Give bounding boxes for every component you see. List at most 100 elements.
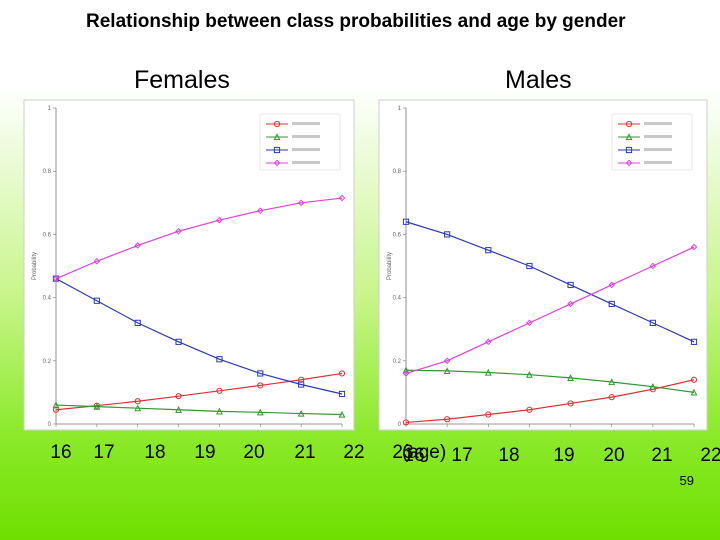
males-y-axis-title: Probability <box>387 252 393 280</box>
females-series-2-point <box>297 409 305 417</box>
males-legend-entry-1 <box>644 122 672 125</box>
males-x-tick-label: 18 <box>498 445 519 466</box>
females-series-3-point <box>175 338 182 345</box>
females-x-tick-label: 22 <box>343 442 364 463</box>
males-series-4-point <box>608 281 616 289</box>
females-series-2-point <box>134 404 142 412</box>
males-series-2-point <box>484 368 492 376</box>
females-series-2-point <box>52 401 60 409</box>
males-x-tick-label: 21 <box>651 445 672 466</box>
males-y-tick-label: 0.6 <box>393 232 402 238</box>
females-y-tick-label: 0 <box>48 422 52 428</box>
males-series-2-point <box>690 388 698 396</box>
males-series-1-point <box>402 419 410 426</box>
males-x-tick-label: 19 <box>553 445 574 466</box>
females-y-axis-title: Probability <box>32 252 38 280</box>
males-series-2-point <box>443 367 451 375</box>
females-series-2-point <box>256 408 264 416</box>
males-series-4-point <box>443 357 451 365</box>
females-legend-entry-4 <box>292 161 320 164</box>
males-y-tick-label: 0.2 <box>393 359 402 365</box>
females-series-3-point <box>338 390 346 398</box>
males-x-tick-label: 22 <box>700 445 720 466</box>
females-series-2-point <box>93 402 101 410</box>
males-legend-entry-2 <box>644 135 672 138</box>
males-chart: 0 0.2 0.4 0.6 0.8 1 Probability <box>378 99 708 431</box>
females-y-tick-label: 0.2 <box>43 359 52 365</box>
females-series-1-point <box>134 398 141 405</box>
females-series-line-2 <box>55 404 343 416</box>
females-y-tick-label: 0.4 <box>43 296 52 302</box>
females-legend-marker-4 <box>273 159 281 167</box>
males-legend-marker-4 <box>625 159 633 167</box>
females-x-tick-label: 20 <box>243 442 264 463</box>
males-series-2-point <box>526 370 533 378</box>
females-series-4-point <box>93 257 101 265</box>
females-series-1-point <box>338 370 346 377</box>
females-series-3-point <box>134 319 141 326</box>
males-y-tick-label: 0 <box>398 422 402 428</box>
females-series-3-point <box>93 297 100 304</box>
males-legend-marker-3 <box>625 146 633 154</box>
males-legend-marker-2 <box>625 133 633 141</box>
females-legend-entry-1 <box>292 122 320 125</box>
females-x-tick-label: 16 <box>50 442 71 463</box>
females-series-2-point <box>216 407 223 415</box>
males-legend-entry-3 <box>644 148 672 151</box>
males-x-tick-label: 17 <box>451 445 472 466</box>
males-y-tick-label: 0.4 <box>393 296 402 302</box>
females-chart: 0 0.2 0.4 0.6 0.8 1 Probability <box>23 99 355 431</box>
females-y-tick-label: 0.8 <box>43 169 52 175</box>
females-y-tick-label: 1 <box>48 106 52 112</box>
females-series-3-point <box>257 370 264 377</box>
males-series-3-point <box>608 300 615 308</box>
males-legend-marker-1 <box>625 120 633 128</box>
females-series-1-point <box>216 387 223 394</box>
females-legend-marker-2 <box>273 133 281 141</box>
females-x-tick-label: 18 <box>144 442 165 463</box>
females-series-4-point <box>216 216 223 224</box>
females-series-2-point <box>175 406 182 413</box>
males-series-4-point <box>402 370 410 377</box>
females-legend-marker-1 <box>273 120 281 128</box>
females-series-line-3 <box>55 278 343 395</box>
slide-title: Relationship between class probabilities… <box>86 11 626 32</box>
females-legend-entry-3 <box>292 148 320 151</box>
males-series-3-point <box>690 338 698 345</box>
females-series-4-point <box>175 227 182 235</box>
females-series-3-point <box>298 381 305 388</box>
males-series-2-point <box>567 374 574 381</box>
males-series-line-3 <box>405 221 695 343</box>
females-series-line-1 <box>55 372 343 411</box>
males-series-3-point <box>444 231 451 238</box>
females-series-1-point <box>257 382 264 389</box>
males-series-1-point <box>608 394 615 401</box>
females-legend-marker-3 <box>273 146 281 154</box>
females-chart-title: Females <box>134 66 230 94</box>
females-series-3-point <box>216 356 223 363</box>
males-legend-entry-4 <box>644 161 672 164</box>
males-series-1-point <box>567 400 574 407</box>
males-series-1-point <box>485 411 492 418</box>
males-x-tick-label: 20 <box>603 445 624 466</box>
females-series-4-point <box>52 275 60 282</box>
males-series-3-point <box>402 218 410 225</box>
males-series-line-4 <box>405 246 695 375</box>
females-x-tick-label: 23 <box>392 442 413 463</box>
males-series-3-point <box>567 281 574 289</box>
males-series-2-point <box>608 378 616 386</box>
females-x-tick-label: 17 <box>93 442 114 463</box>
females-series-4-point <box>338 194 346 202</box>
males-series-1-point <box>526 406 533 413</box>
males-series-2-point <box>649 382 657 390</box>
males-series-1-point <box>444 416 451 423</box>
males-series-line-2 <box>405 369 695 393</box>
males-series-3-point <box>485 247 492 254</box>
males-series-4-point <box>567 300 574 308</box>
males-series-line-1 <box>405 379 695 424</box>
males-series-3-point <box>649 319 656 326</box>
females-series-4-point <box>297 199 305 207</box>
males-series-1-point <box>690 376 698 383</box>
females-series-4-point <box>134 242 142 249</box>
